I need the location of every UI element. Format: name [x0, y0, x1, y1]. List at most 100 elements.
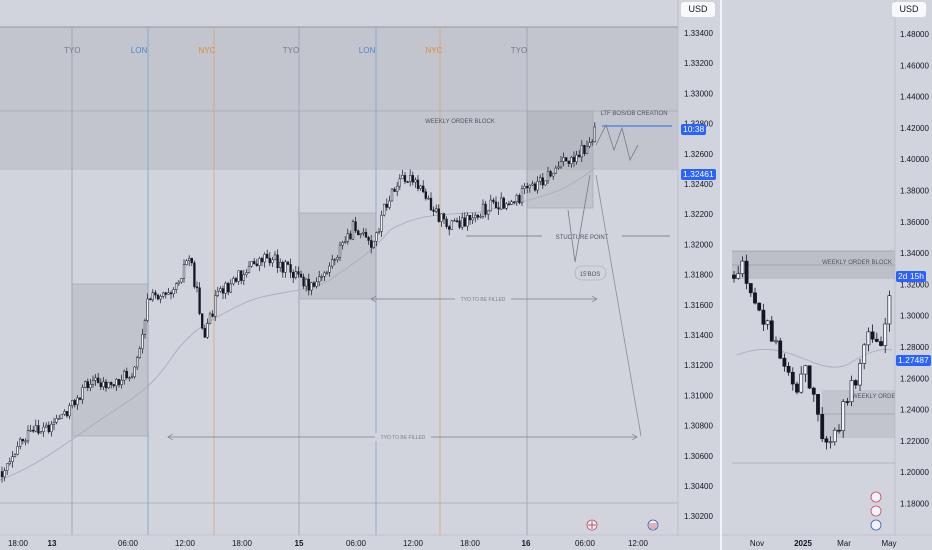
time-axis-bg[interactable]: [0, 535, 720, 550]
candle-body: [89, 384, 92, 388]
candle-body: [338, 244, 342, 258]
candle-body: [318, 276, 321, 283]
currency-label[interactable]: USD: [681, 2, 715, 17]
candle-body: [375, 232, 378, 242]
us-flag-icon[interactable]: [647, 519, 659, 531]
candle-body: [294, 271, 297, 278]
right-chart-canvas[interactable]: WEEKLY ORDER BLOCK WEEKLY ORDER 1.480001…: [722, 0, 932, 550]
pane-divider[interactable]: [720, 0, 722, 550]
candle-body: [302, 276, 305, 287]
candle-body: [554, 167, 557, 174]
price-tick-label: 1.33400: [684, 29, 713, 38]
candle-body: [333, 259, 336, 261]
candle-body: [151, 292, 154, 301]
candle-body: [45, 424, 48, 428]
candle-body: [227, 282, 230, 293]
candle-body: [505, 203, 508, 209]
right-candle-body: [828, 441, 833, 444]
right-candle-body: [761, 309, 766, 325]
candle-body: [182, 264, 186, 279]
left-chart-canvas[interactable]: TYO LON NYC TYO LON NYC TYO STUCTURE POI…: [0, 0, 720, 550]
candle-body: [466, 215, 469, 227]
candle-body: [497, 207, 500, 210]
candle-body: [81, 387, 84, 400]
right-currency-label[interactable]: USD: [892, 2, 926, 17]
right-chart-pane[interactable]: WEEKLY ORDER BLOCK WEEKLY ORDER 1.48000 1…: [722, 0, 932, 550]
right-price-tick-label: 1.22000: [900, 437, 929, 446]
candle-body: [474, 214, 477, 219]
weekly-order-block-label: WEEKLY ORDER BLOCK: [425, 119, 495, 125]
price-tick-label: 1.31800: [684, 271, 713, 280]
candle-body: [263, 253, 266, 263]
candle-body: [440, 213, 443, 222]
candle-body: [91, 380, 95, 385]
right-candle-body: [887, 295, 892, 325]
uk-flag-icon-right[interactable]: [870, 505, 882, 517]
candle-body: [188, 257, 191, 261]
price-axis-bg[interactable]: [678, 0, 720, 535]
candle-body: [323, 272, 326, 277]
candle-body: [476, 214, 479, 218]
time-tick-label: 06:00: [575, 539, 596, 548]
candle-body: [198, 287, 201, 314]
candle-body: [570, 156, 573, 164]
candle-body: [580, 145, 583, 158]
candle-body: [336, 257, 339, 260]
candle-body: [510, 201, 513, 205]
ltf-bos-label: LTF BOS/OB CREATION: [600, 111, 667, 117]
right-candle-body: [744, 260, 749, 284]
structure-point-label-bg: [542, 232, 622, 241]
candle-body: [271, 259, 274, 264]
right-time-axis-ticks: Nov 2025 Mar May: [750, 539, 897, 548]
right-price-axis-ticks: 1.48000 1.46000 1.44000 1.42000 1.40000 1.380…: [900, 30, 929, 509]
candle-body: [307, 278, 310, 291]
right-candle-body: [832, 429, 837, 443]
candle-body: [494, 201, 498, 208]
right-candle-body: [753, 292, 757, 304]
price-tick-label: 1.30800: [684, 422, 713, 431]
right-candle-body: [824, 438, 829, 443]
candle-body: [11, 456, 14, 463]
us-flag-icon-right[interactable]: [870, 519, 882, 531]
candle-body: [164, 292, 167, 295]
candle-body: [492, 199, 495, 203]
right-time-axis-bg[interactable]: [722, 535, 932, 550]
candle-body: [523, 186, 526, 189]
candle-body: [325, 271, 329, 274]
left-chart-pane[interactable]: TYO LON NYC TYO LON NYC TYO STUCTURE POI…: [0, 0, 720, 550]
candle-body: [201, 313, 204, 329]
session-label-tyo-2: TYO: [283, 46, 299, 55]
candle-body: [292, 272, 295, 278]
candle-body: [156, 294, 160, 300]
right-price-tick-label: 1.18000: [900, 500, 929, 509]
lightning-event-icon[interactable]: [870, 491, 882, 503]
right-price-tick-label: 1.36000: [900, 218, 929, 227]
right-candle-body: [795, 383, 799, 393]
candle-body: [432, 209, 435, 212]
candle-body: [138, 348, 141, 358]
right-candle-body: [786, 365, 791, 373]
candle-body: [362, 232, 365, 234]
candle-body: [380, 214, 383, 232]
candle-body: [341, 242, 344, 246]
price-tick-label: 1.32000: [684, 240, 713, 249]
right-price-axis-bg[interactable]: [895, 0, 932, 535]
right-price-tick-label: 1.40000: [900, 155, 929, 164]
candle-body: [29, 429, 32, 432]
last-price-label: 1.32461: [681, 169, 716, 180]
right-candle-body: [748, 283, 753, 294]
candle-body: [565, 157, 568, 162]
candle-body: [372, 240, 375, 248]
right-time-tick-label: May: [881, 539, 896, 548]
price-tick-label: 1.30400: [684, 482, 713, 491]
candle-body: [585, 145, 589, 154]
right-candle-body: [853, 380, 858, 386]
candle-body: [172, 289, 175, 295]
candle-body: [13, 454, 17, 457]
candle-body: [416, 179, 420, 189]
candle-body: [159, 296, 162, 300]
candle-body: [549, 171, 552, 177]
candle-body: [240, 270, 243, 281]
session-label-nyc: NYC: [199, 46, 216, 55]
time-tick-label: 18:00: [460, 539, 481, 548]
